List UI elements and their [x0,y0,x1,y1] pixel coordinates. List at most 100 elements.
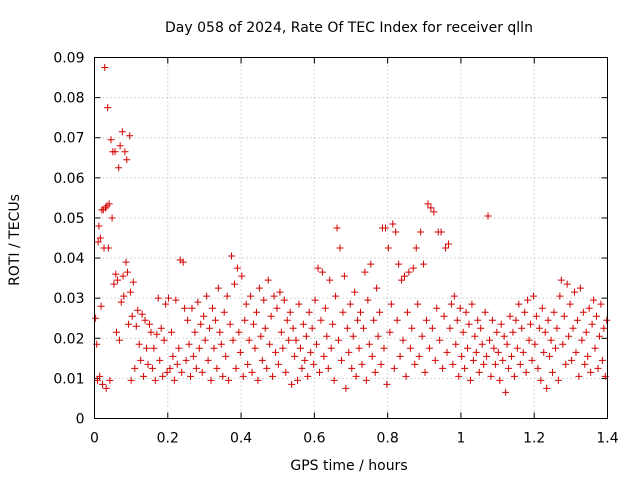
data-point [283,316,291,324]
data-point [522,368,530,376]
data-point [333,224,341,232]
data-point [543,384,551,392]
data-point [381,224,389,232]
data-point [279,344,287,352]
data-point [422,316,430,324]
data-point [99,380,107,388]
data-point [556,292,564,300]
data-point [329,320,337,328]
data-point [603,316,611,324]
data-point [118,128,126,136]
data-point [295,300,303,308]
data-point [198,368,206,376]
data-point [263,364,271,372]
data-point [527,320,535,328]
data-point [258,356,266,364]
data-point [453,316,461,324]
data-point [519,348,527,356]
data-point [581,360,589,368]
data-point [512,316,520,324]
data-point [122,258,130,266]
data-point [116,142,124,150]
data-point [578,336,586,344]
x-tick-label: 0.4 [230,431,252,447]
data-point [102,384,110,392]
data-point [137,356,145,364]
data-point [251,344,259,352]
data-point [229,336,237,344]
data-point [505,364,513,372]
data-point [228,252,236,260]
data-point [579,308,587,316]
data-point [230,280,238,288]
data-point [165,294,173,302]
data-point [336,244,344,252]
y-tick-label: 0.03 [53,291,84,307]
data-point [173,360,181,368]
data-point [339,308,347,316]
data-point [194,298,202,306]
x-tick-label: 1 [456,431,465,447]
data-point [342,384,350,392]
grid-lines [94,57,608,419]
data-point [257,332,265,340]
data-point [594,364,602,372]
data-point [222,352,230,360]
data-point [182,356,190,364]
data-point [197,320,205,328]
data-point [106,376,114,384]
data-point [563,280,571,288]
data-point [245,336,253,344]
data-point [117,298,125,306]
data-point [301,356,309,364]
data-point [420,260,428,268]
x-axis-label: GPS time / hours [290,458,407,474]
data-point [150,344,158,352]
data-point [471,332,479,340]
data-point [189,352,197,360]
data-point [166,364,174,372]
y-tick-label: 0.06 [53,171,84,187]
data-point [390,364,398,372]
data-point [439,364,447,372]
data-point [260,296,268,304]
data-point [455,372,463,380]
data-point [305,308,313,316]
data-point [123,156,131,164]
data-point [151,376,159,384]
data-point [387,300,395,308]
data-point [298,364,306,372]
data-point [311,296,319,304]
data-point [400,272,408,280]
data-point [97,302,105,310]
data-point [282,368,290,376]
data-points [92,64,611,396]
data-point [157,324,165,332]
data-point [553,324,561,332]
data-point [208,304,216,312]
data-point [175,344,183,352]
data-point [170,376,178,384]
data-point [121,148,129,156]
data-point [540,348,548,356]
data-point [299,320,307,328]
data-point [135,340,143,348]
data-point [414,300,422,308]
data-point [559,340,567,348]
data-point [502,388,510,396]
data-point [140,372,148,380]
data-point [371,368,379,376]
data-point [452,340,460,348]
data-point [361,268,369,276]
data-point [330,376,338,384]
data-point [123,268,131,276]
x-tick-label: 0.8 [377,431,399,447]
data-point [528,356,536,364]
y-tick-label: 0.07 [53,131,84,147]
data-point [440,312,448,320]
data-point [513,344,521,352]
data-point [181,304,189,312]
data-point [192,364,200,372]
data-point [315,368,323,376]
data-point [214,284,222,292]
